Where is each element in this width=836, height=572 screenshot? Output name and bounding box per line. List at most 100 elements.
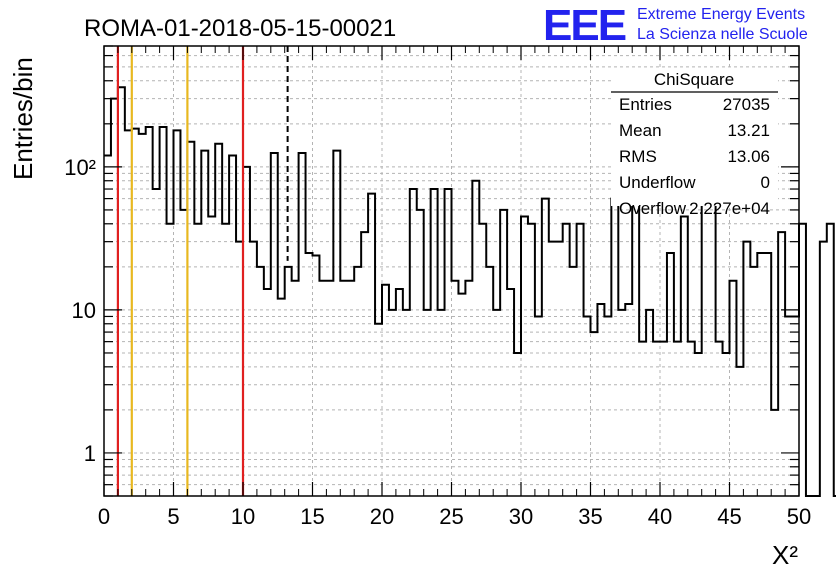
stats-value: 13.06	[727, 147, 770, 166]
histogram-bin	[299, 153, 306, 496]
histogram-bin	[514, 353, 521, 496]
x-tick-label: 45	[717, 504, 741, 529]
histogram-bin	[778, 232, 785, 496]
histogram-bin	[424, 310, 431, 496]
histogram-bin	[368, 194, 375, 496]
project-line2: La Scienza nelle Scuole	[637, 26, 808, 43]
stats-title: ChiSquare	[654, 70, 734, 89]
histogram-bin	[827, 224, 834, 496]
histogram-bin	[222, 224, 229, 496]
histogram-bin	[458, 294, 465, 496]
reference-lines	[116, 46, 289, 496]
histogram-bin	[660, 342, 667, 496]
histogram-bin	[542, 199, 549, 496]
histogram-bin	[785, 316, 792, 496]
histogram-bin	[577, 224, 584, 496]
stats-rows: Entries 27035 Mean 13.21 RMS 13.06 Underflow 0 O…	[619, 95, 770, 218]
histogram-bin	[452, 281, 459, 496]
x-tick-label: 40	[648, 504, 672, 529]
histogram-bin	[591, 332, 598, 496]
histogram-bin	[139, 134, 146, 496]
histogram-bin	[174, 130, 181, 496]
histogram-bin	[730, 281, 737, 496]
stats-box-background	[611, 68, 778, 206]
histogram-bin	[597, 304, 604, 496]
histogram-bin	[410, 189, 417, 496]
histogram-bin	[153, 189, 160, 496]
histogram-bin	[743, 242, 750, 496]
histogram-series	[104, 86, 836, 497]
histogram-bin	[375, 324, 382, 496]
histogram-bin	[799, 224, 806, 496]
stats-label: Entries	[619, 95, 672, 114]
stats-value: 27035	[723, 95, 770, 114]
stats-box: ChiSquare Entries 27035 Mean 13.21 RMS 13.06 U…	[611, 68, 778, 218]
histogram-bin	[702, 173, 709, 496]
histogram-bin	[584, 316, 591, 496]
histogram-bin	[688, 342, 695, 496]
histogram-bin	[438, 310, 445, 496]
histogram-bin	[723, 353, 730, 496]
x-tick-label: 15	[300, 504, 324, 529]
histogram-bin	[716, 342, 723, 496]
x-tick-label: 50	[787, 504, 811, 529]
histogram-bin	[556, 242, 563, 496]
histogram-bin	[472, 181, 479, 496]
stats-value: 2.227e+04	[689, 199, 770, 218]
histogram-bin	[792, 316, 799, 496]
y-tick-label: 10²	[64, 155, 96, 180]
histogram-bin	[354, 267, 361, 496]
histogram-bin	[361, 232, 368, 496]
histogram-bin	[208, 216, 215, 496]
histogram-bin	[194, 224, 201, 496]
histogram-bin	[292, 281, 299, 496]
y-axis-title: Entries/bin	[8, 57, 38, 180]
histogram-bin	[347, 281, 354, 496]
histogram-bin	[382, 285, 389, 496]
histogram-bin	[764, 253, 771, 496]
histogram-bin	[340, 281, 347, 496]
histogram-bin	[271, 153, 278, 496]
eee-logo: EEE	[543, 1, 628, 50]
histogram-bin	[250, 242, 257, 496]
histogram-bin	[201, 151, 208, 496]
histogram-bin	[646, 310, 653, 496]
histogram-bin	[479, 224, 486, 496]
histogram-bin	[695, 353, 702, 496]
histogram-bin	[507, 289, 514, 496]
histogram-bin	[750, 267, 757, 496]
histogram-bin	[431, 189, 438, 496]
histogram-bin	[493, 310, 500, 496]
stats-value: 0	[761, 173, 770, 192]
histogram-bin	[625, 304, 632, 496]
stats-value: 13.21	[727, 121, 770, 140]
x-tick-label: 35	[578, 504, 602, 529]
histogram-bin	[570, 267, 577, 496]
histogram-bin	[618, 310, 625, 496]
histogram-bin	[215, 144, 222, 496]
histogram-bin	[563, 224, 570, 496]
histogram-bin	[500, 210, 507, 496]
histogram-bin	[229, 156, 236, 496]
histogram-bin	[674, 342, 681, 496]
histogram-bin	[681, 216, 688, 496]
histogram-bin	[465, 281, 472, 496]
histogram-bin	[160, 127, 167, 496]
y-axis: 1 10 10²	[64, 45, 799, 497]
grid	[104, 45, 799, 497]
stats-label: RMS	[619, 147, 657, 166]
histogram-bin	[667, 253, 674, 496]
histogram-bin	[521, 216, 528, 496]
histogram-bin	[757, 253, 764, 496]
histogram-bin	[257, 267, 264, 496]
histogram-bin	[278, 299, 285, 496]
x-tick-label: 20	[370, 504, 394, 529]
histogram-bin	[639, 342, 646, 496]
y-tick-label: 10	[72, 298, 96, 323]
histogram-bin	[820, 242, 827, 496]
histogram-bin	[611, 199, 618, 496]
histogram-bin	[285, 267, 292, 496]
project-line1: Extreme Energy Events	[637, 6, 805, 23]
histogram-bin	[396, 289, 403, 496]
